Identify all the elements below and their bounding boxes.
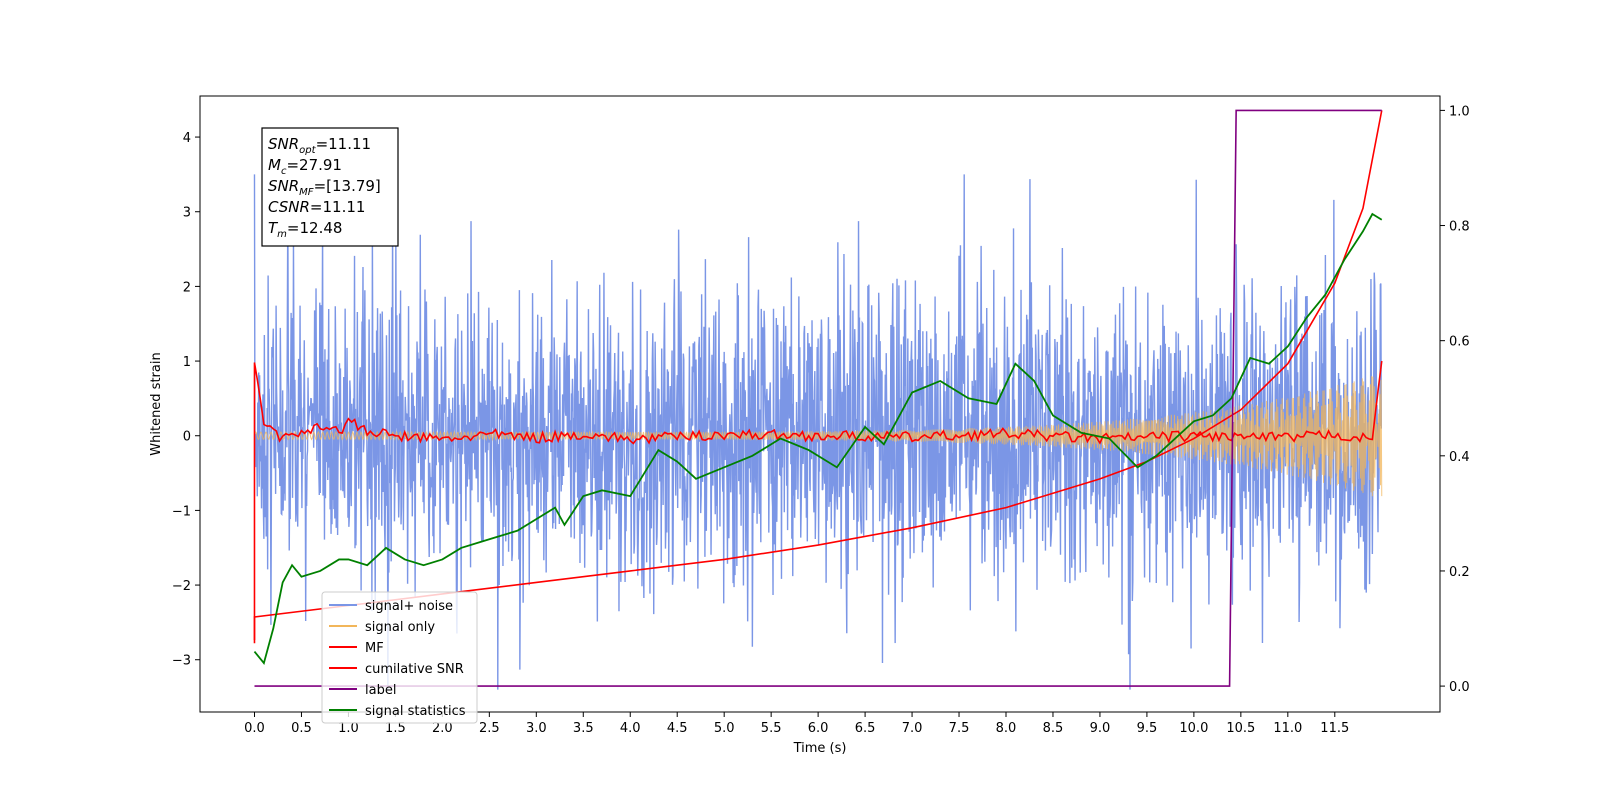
series-label-line xyxy=(254,109,1382,687)
legend-entry-label: signal statistics xyxy=(365,704,466,719)
x-tick-label: 8.5 xyxy=(1043,721,1064,736)
x-tick-label: 0.5 xyxy=(291,721,312,736)
annotation-line: Tm=12.48 xyxy=(268,219,342,240)
x-tick-label: 9.5 xyxy=(1137,721,1158,736)
x-tick-label: 6.5 xyxy=(855,721,876,736)
x-tick-label: 1.5 xyxy=(385,721,406,736)
y-tick-label: −3 xyxy=(172,654,191,669)
y-tick-label: 3 xyxy=(183,206,191,221)
y2-tick-label: 1.0 xyxy=(1449,104,1470,119)
y2-tick-label: 0.8 xyxy=(1449,220,1470,235)
legend-entry-label: signal+ noise xyxy=(365,599,453,614)
series-mf-line xyxy=(253,360,1383,644)
y-tick-label: 0 xyxy=(183,430,191,445)
x-tick-label: 11.5 xyxy=(1320,721,1349,736)
x-tick-label: 7.0 xyxy=(902,721,923,736)
series-signal-noise-line xyxy=(253,174,1383,690)
annotation-line: CSNR=11.11 xyxy=(268,198,365,216)
legend-frame xyxy=(321,591,478,724)
annotation-line: SNRopt=11.11 xyxy=(268,135,371,156)
x-tick-label: 8.0 xyxy=(996,721,1017,736)
x-tick-label: 11.0 xyxy=(1273,721,1302,736)
x-tick-label: 2.5 xyxy=(479,721,500,736)
y-tick-label: 4 xyxy=(183,131,191,146)
x-tick-label: 4.0 xyxy=(620,721,641,736)
x-tick-label: 0.0 xyxy=(244,721,265,736)
annotation-line: Mc=27.91 xyxy=(268,156,342,177)
legend-entry-label: signal only xyxy=(365,620,435,635)
axis-ticks: 0.0 0.5 1.0 1.5 2.0 2.5 3.0 3.5 4.0 4.5 5.0 5.5 6.0 6… xyxy=(172,104,1470,736)
x-tick-label: 3.0 xyxy=(526,721,547,736)
annotation-line: SNRMF=[13.79] xyxy=(268,177,381,198)
series-signal-only-line xyxy=(253,376,1383,497)
legend-entry-label: MF xyxy=(365,641,384,656)
x-axis-label: Time (s) xyxy=(793,741,847,756)
y2-tick-label: 0.4 xyxy=(1449,450,1470,465)
legend: signal+ noise signal only MF cumilative SNR… xyxy=(321,591,478,724)
x-tick-label: 7.5 xyxy=(949,721,970,736)
x-tick-label: 2.0 xyxy=(432,721,453,736)
y-tick-label: 2 xyxy=(183,280,191,295)
y-tick-label: −1 xyxy=(172,504,191,519)
x-tick-label: 10.0 xyxy=(1179,721,1208,736)
legend-entry-label: cumilative SNR xyxy=(365,662,464,677)
annotation-frame xyxy=(261,127,399,247)
y-axis-label: Whitened strain xyxy=(149,352,164,455)
x-tick-label: 9.0 xyxy=(1090,721,1111,736)
y2-tick-label: 0.0 xyxy=(1449,680,1470,695)
x-tick-label: 1.0 xyxy=(338,721,359,736)
series-signal-statistics-line xyxy=(253,212,1383,665)
x-tick-label: 5.5 xyxy=(761,721,782,736)
x-tick-label: 6.0 xyxy=(808,721,829,736)
x-tick-label: 10.5 xyxy=(1226,721,1255,736)
y2-tick-label: 0.6 xyxy=(1449,335,1470,350)
x-tick-label: 4.5 xyxy=(667,721,688,736)
annotation-box: SNRopt=11.11Mc=27.91SNRMF=[13.79]CSNR=11… xyxy=(261,127,399,247)
y-tick-label: 1 xyxy=(183,355,191,370)
axes-frame xyxy=(199,95,1441,713)
x-tick-label: 5.0 xyxy=(714,721,735,736)
y2-tick-label: 0.2 xyxy=(1449,565,1470,580)
legend-entry-label: label xyxy=(365,683,396,698)
y-tick-label: −2 xyxy=(172,579,191,594)
x-tick-label: 3.5 xyxy=(573,721,594,736)
